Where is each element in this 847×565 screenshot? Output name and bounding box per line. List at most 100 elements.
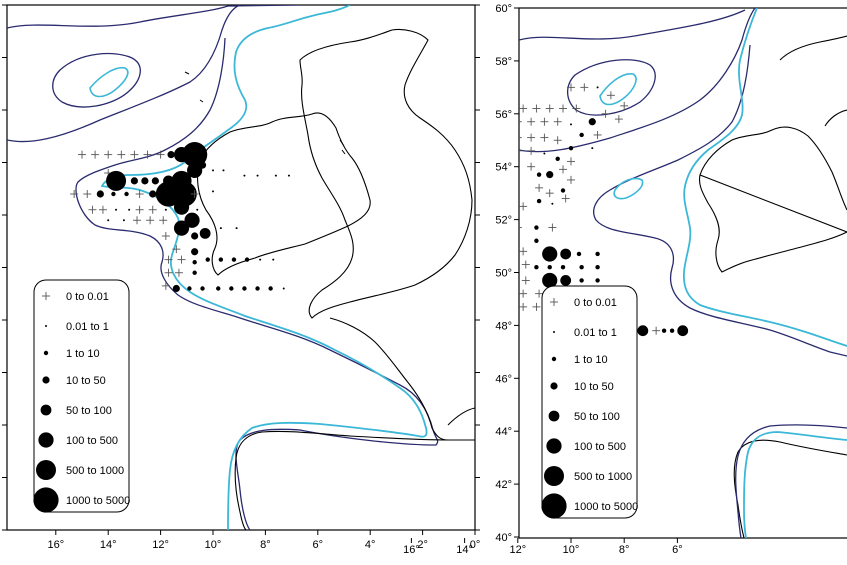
right-station-12: [614, 115, 623, 124]
left-legend-label-0: 0 to 0.01: [66, 291, 109, 303]
left-legend-symbol-2: [43, 350, 49, 356]
right-station-2: [596, 86, 599, 89]
left-station-25: [70, 190, 79, 198]
left-legend-label-4: 50 to 100: [66, 405, 112, 417]
left-lon-label-4: 8°: [260, 539, 271, 551]
left-legend-symbol-6: [36, 460, 56, 480]
right-station-59: [548, 223, 557, 232]
left-station-30: [135, 190, 144, 198]
right-station-77: [519, 289, 528, 298]
right-station-5: [519, 104, 528, 113]
left-station-73: [187, 286, 192, 291]
right-lat-label-2: 44°: [495, 426, 512, 438]
left-station-34: [190, 190, 199, 198]
right-station-19: [579, 132, 584, 138]
right-lon-label-0: 16°: [403, 544, 420, 556]
left-station-24: [287, 174, 290, 177]
left-station-48: [146, 216, 155, 225]
right-lon-label-1: 14°: [456, 544, 473, 556]
left-station-75: [216, 286, 221, 291]
right-station-48: [479, 197, 487, 205]
right-legend-label-5: 100 to 500: [574, 441, 626, 453]
right-station-70: [579, 265, 584, 270]
left-longitude-ticks: 16° 14° 12° 10° 8° 6° 4° 2° 0°: [47, 530, 480, 551]
left-slope-contour-2: [75, 37, 439, 530]
left-lon-label-6: 4°: [365, 539, 376, 551]
left-station-64: [231, 257, 237, 262]
right-coastline-scotland: [779, 35, 847, 127]
left-station-2: [104, 150, 113, 159]
left-station-35: [212, 190, 214, 193]
right-station-66: [521, 260, 530, 269]
left-station-3: [117, 150, 126, 159]
left-legend-box: [33, 279, 130, 513]
right-station-7: [545, 104, 554, 113]
right-station-43: [551, 202, 554, 205]
left-station-71: [161, 281, 170, 290]
left-station-13: [141, 177, 149, 185]
right-station-10: [588, 118, 596, 126]
left-station-11: [106, 170, 127, 191]
left-lon-label-2: 12°: [152, 539, 169, 551]
right-legend-box: [541, 285, 638, 519]
right-map-panel: 16° 14° 12° 10° 8° 6° 40° 42° 44° 46° 48° 50° 52° 54…: [403, 3, 847, 556]
left-station-31: [149, 190, 157, 198]
left-lon-label-5: 6°: [313, 539, 324, 551]
left-station-41: [148, 205, 157, 214]
left-legend-symbol-7: [33, 487, 59, 513]
left-coastline-france-spain: [234, 317, 475, 530]
left-legend-symbol-1: [45, 325, 47, 327]
left-station-45: [107, 219, 110, 222]
left-station-19: [212, 169, 214, 172]
right-legend-symbol-1: [553, 331, 555, 333]
right-legend-label-1: 0.01 to 1: [574, 327, 617, 339]
right-slope-contour-2: [593, 44, 847, 357]
left-legend-label-2: 1 to 10: [66, 348, 100, 360]
left-legend-symbol-5: [38, 432, 54, 448]
right-station-26: [568, 145, 574, 151]
left-station-63: [218, 257, 224, 262]
right-station-36: [546, 171, 554, 179]
right-slope-contour-south: [735, 424, 847, 538]
right-station-30: [527, 146, 536, 155]
left-station-28: [111, 191, 116, 197]
left-legend: 0 to 0.01 0.01 to 1 1 to 10 10 to 50 50 to 1…: [33, 279, 130, 513]
left-station-47: [133, 216, 142, 225]
left-station-69: [174, 268, 183, 277]
left-station-56: [191, 232, 199, 240]
right-station-21: [501, 134, 509, 142]
right-station-41: [560, 188, 566, 193]
right-station-68: [547, 265, 552, 270]
left-bank-contour: [52, 52, 141, 108]
right-lat-label-10: 60°: [495, 3, 512, 15]
left-station-76: [229, 286, 234, 291]
right-latitude-ticks: 40° 42° 44° 46° 48° 50° 52° 54° 56° 58° 60°: [495, 3, 519, 544]
right-station-63: [560, 248, 572, 260]
right-station-75: [579, 278, 584, 283]
left-coastline-islands: [184, 71, 346, 155]
left-station-55: [161, 232, 170, 240]
right-station-14: [519, 121, 522, 123]
right-lon-label-5: 6°: [672, 544, 683, 556]
left-station-66: [259, 258, 262, 261]
right-station-44: [561, 194, 570, 203]
right-station-57: [519, 227, 522, 228]
right-station-80: [519, 302, 528, 311]
right-lon-label-3: 10°: [563, 544, 580, 556]
right-legend-symbol-5: [546, 438, 562, 454]
right-station-34: [527, 162, 536, 171]
left-station-51: [184, 212, 200, 228]
left-station-symbols: [70, 142, 290, 293]
right-station-38: [567, 175, 575, 184]
left-lon-label-0: 16°: [47, 539, 64, 551]
left-station-44: [196, 208, 199, 211]
right-station-25: [553, 136, 562, 145]
right-lon-label-4: 8°: [619, 544, 630, 556]
right-legend-label-7: 1000 to 5000: [574, 501, 638, 513]
left-coastline-britain: [299, 28, 473, 319]
left-station-52: [199, 227, 211, 239]
left-legend-symbol-4: [40, 404, 52, 416]
right-legend-label-0: 0 to 0.01: [574, 297, 617, 309]
right-legend-symbol-3: [550, 382, 558, 390]
right-lat-label-1: 42°: [495, 479, 512, 491]
